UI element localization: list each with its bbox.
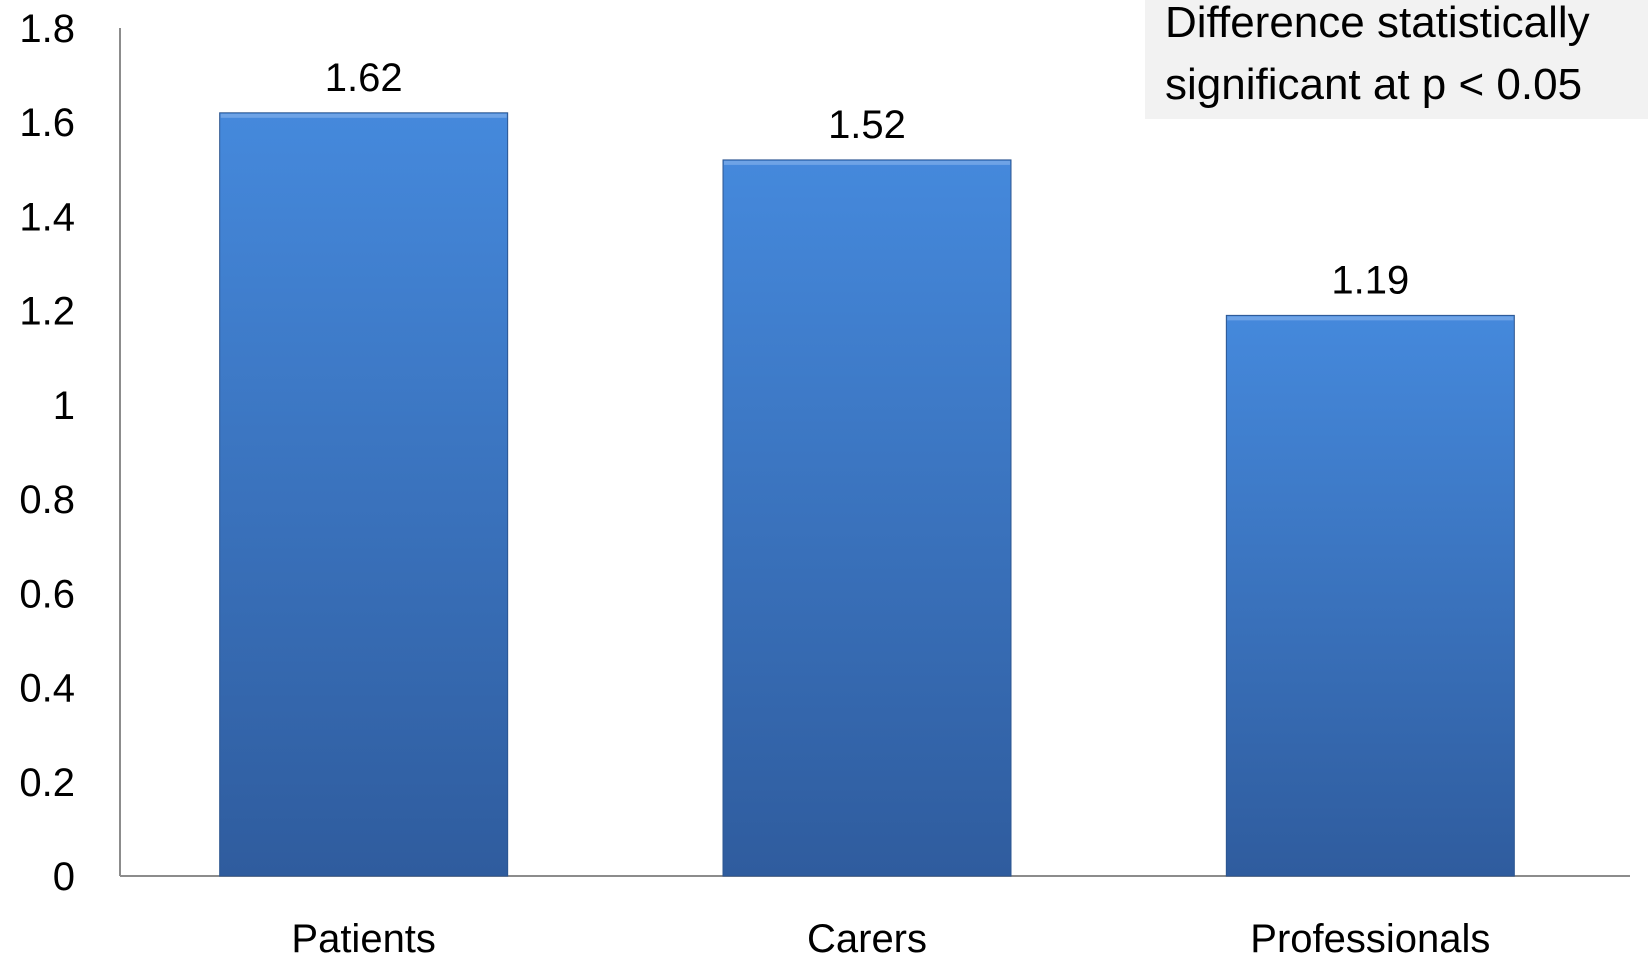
bar-highlight [1227,316,1514,321]
bar-highlight [724,160,1010,165]
y-tick-label: 1.2 [19,290,75,334]
bar-carers [722,159,1012,877]
x-tick-label: Carers [807,917,927,959]
y-tick-label: 1.6 [19,101,75,145]
data-label: 1.62 [325,56,403,100]
y-tick-label: 1 [53,384,75,428]
x-tick-label: Professionals [1250,917,1490,959]
y-tick-label: 0.4 [19,667,75,711]
y-tick-label: 1.8 [19,7,75,51]
bar-professionals [1225,314,1515,877]
bar-highlight [220,113,507,118]
x-tick-label: Patients [291,917,436,959]
y-tick-label: 1.4 [19,195,75,239]
bars [219,112,1515,877]
y-tick-label: 0.6 [19,572,75,616]
data-label: 1.19 [1331,258,1409,302]
x-axis: Patients Carers Professionals [120,875,1630,959]
data-labels: 1.62 1.52 1.19 [325,56,1410,303]
y-tick-label: 0 [53,855,75,899]
y-tick-label: 0.2 [19,761,75,805]
significance-note: Difference statistically significant at … [1145,0,1648,119]
y-axis: 0 0.2 0.4 0.6 0.8 1 1.2 1.4 1.6 1.8 [19,7,121,899]
data-label: 1.52 [828,103,906,147]
bar-patients [219,112,509,877]
significance-note-text: Difference statistically significant at … [1165,0,1590,109]
y-tick-label: 0.8 [19,478,75,522]
